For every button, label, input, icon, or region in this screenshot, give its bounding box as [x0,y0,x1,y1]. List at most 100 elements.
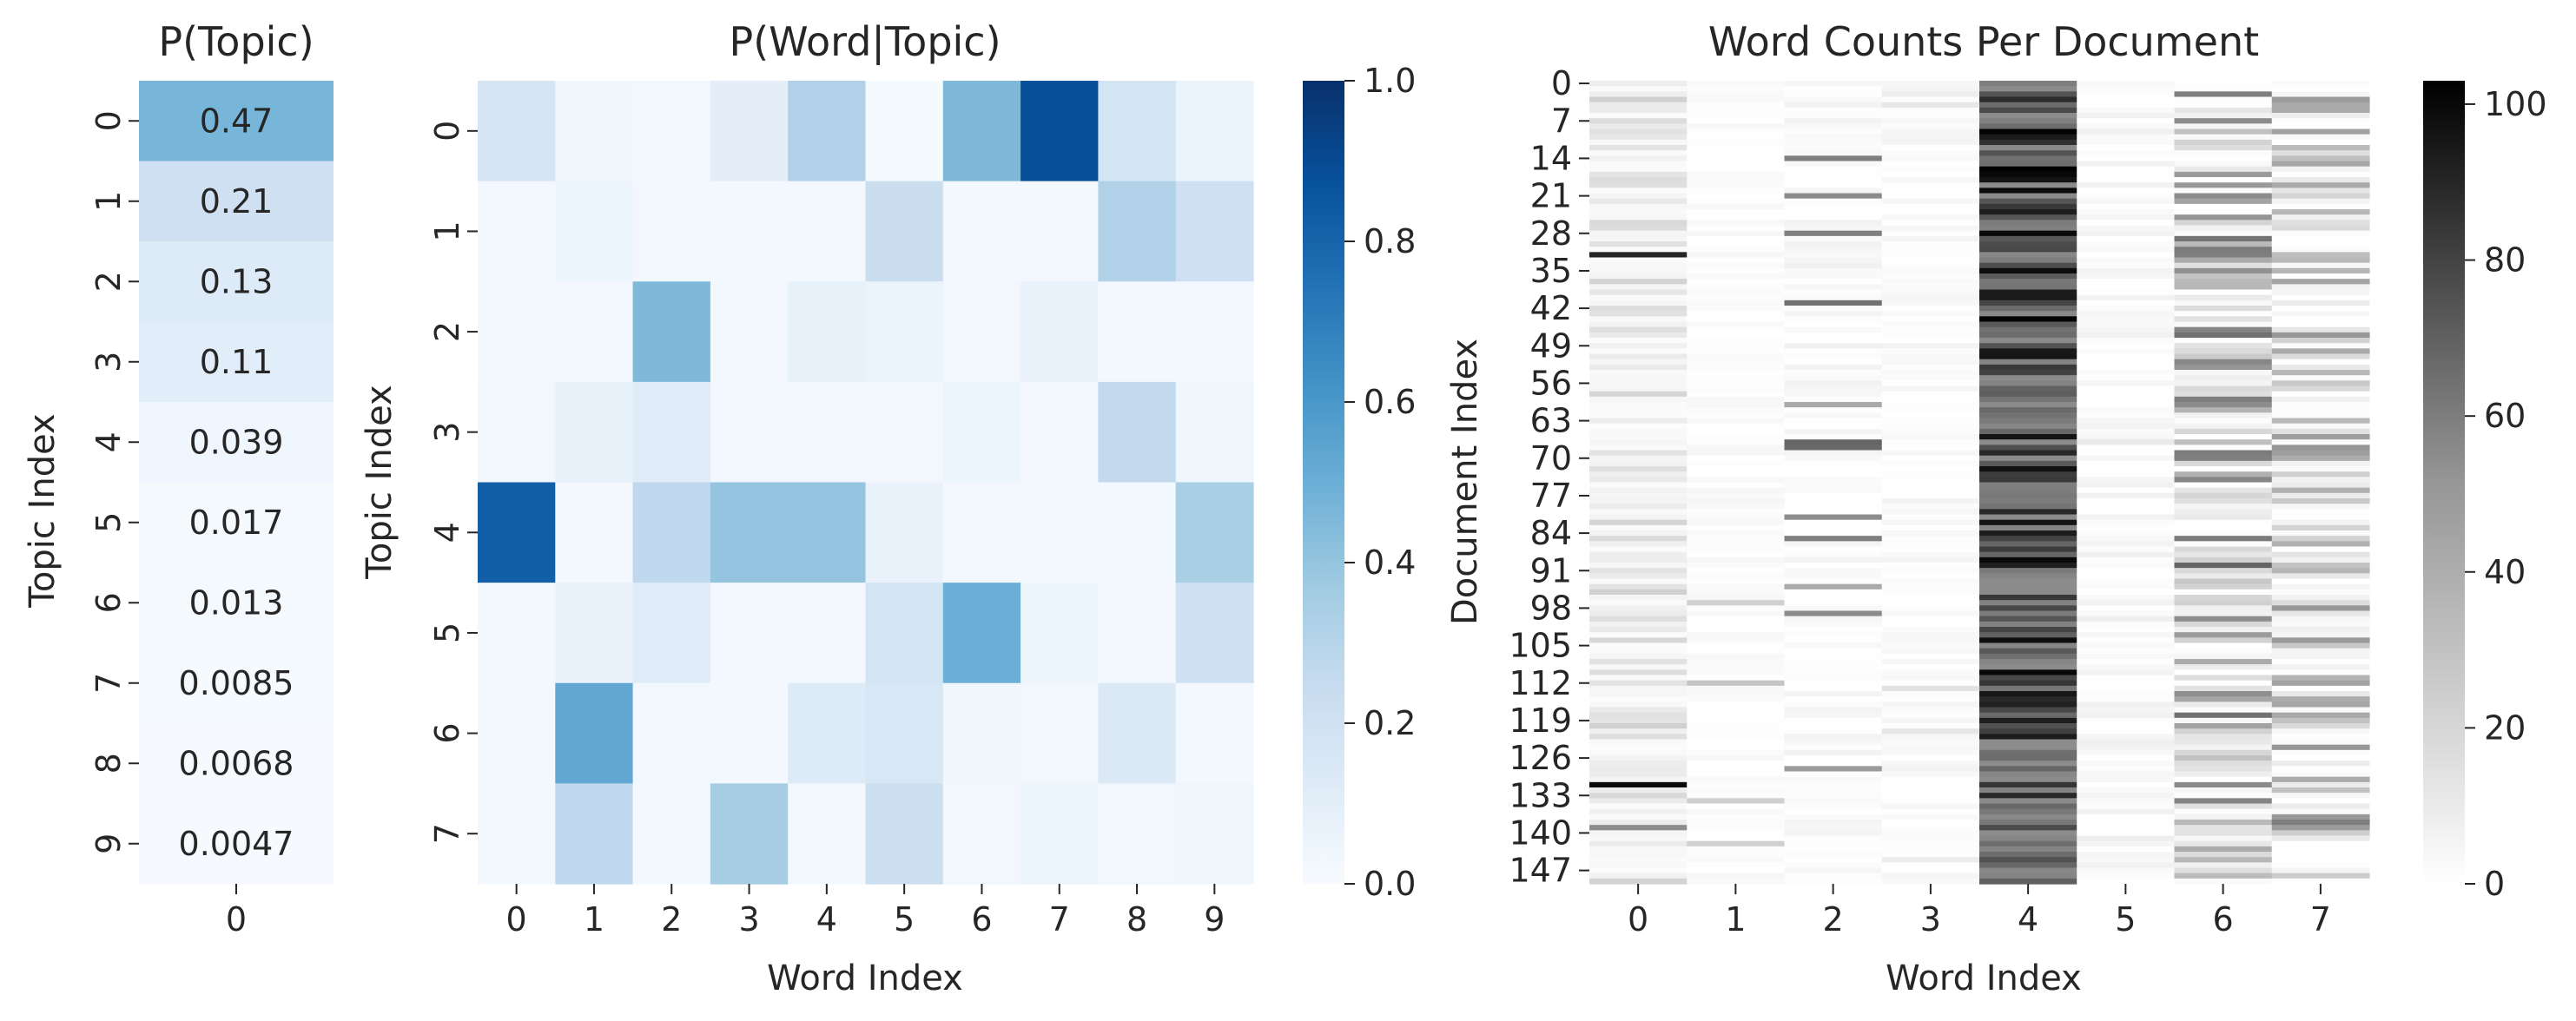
word-count-cell [1979,402,2077,408]
word-count-cell [2174,530,2273,537]
word-count-cell [2077,134,2176,141]
word-count-cell [2174,787,2273,794]
word-count-cell [1589,702,1688,708]
word-count-cell [2174,482,2273,489]
word-count-cell [2271,696,2370,702]
word-count-cell [2271,487,2370,494]
word-count-cell [1687,466,1786,472]
word-count-cell [1784,279,1883,285]
word-topic-cell [788,281,867,383]
word-count-cell [1979,391,2077,398]
word-count-cell [1784,300,1883,306]
word-count-cell [1589,402,1688,408]
word-count-cell [1881,450,1980,457]
word-count-cell [1784,155,1883,162]
word-topic-cell [1175,783,1254,885]
word-count-cell [1881,107,1980,114]
word-count-cell [1589,225,1688,232]
word-count-cell [1589,209,1688,215]
word-count-cell [1784,487,1883,494]
word-count-cell [1589,412,1688,419]
word-topic-x-tick: 8 [1126,900,1147,939]
word-count-cell [1784,364,1883,371]
word-count-cell [1589,680,1688,687]
word-topic-cell [788,181,867,282]
word-count-cell [1881,808,1980,815]
word-count-cell [2174,551,2273,558]
word-count-cell [2271,193,2370,200]
word-count-cell [1687,407,1786,413]
word-count-cell [2077,439,2176,445]
word-count-cell [1979,605,2077,612]
word-count-cell [1881,669,1980,676]
word-count-cell [2077,653,2176,660]
word-count-cell [2077,203,2176,210]
word-count-cell [2271,739,2370,746]
word-count-cell [2077,846,2176,853]
word-count-cell [2174,247,2273,253]
word-count-cell [1589,220,1688,227]
word-count-cell [2174,279,2273,285]
word-count-cell [1784,514,1883,521]
topic-prior-ylabel: Topic Index [23,413,63,608]
word-count-cell [1687,600,1786,606]
word-count-cell [1784,691,1883,697]
word-count-cell [1687,353,1786,360]
word-count-cell [1979,675,2077,682]
word-count-cell [1784,717,1883,724]
word-count-cell [2271,225,2370,232]
word-topic-cell [478,381,556,484]
word-count-cell [2077,680,2176,687]
word-count-cell [1687,691,1786,697]
word-count-cell [2271,466,2370,472]
word-count-cell [1881,423,1980,430]
word-count-cell [1979,214,2077,221]
word-count-cell [2271,380,2370,387]
word-count-cell [1881,418,1980,425]
word-count-cell [2174,873,2273,879]
word-topic-cell [865,583,944,684]
word-count-cell [1784,808,1883,815]
word-count-cell [1687,477,1786,484]
word-count-cell [1784,332,1883,339]
word-count-cell [2077,113,2176,119]
word-count-cell [1979,739,2077,746]
topic-prior-x-ticks: 0 [226,884,247,939]
word-count-cell [1784,675,1883,682]
word-count-cell [2077,498,2176,504]
word-count-cell [1589,385,1688,392]
word-count-cell [2271,102,2370,109]
word-count-cell [1784,225,1883,232]
word-count-cell [1589,551,1688,558]
word-count-cell [2271,428,2370,435]
word-count-cell [2174,188,2273,194]
word-topic-cell [1175,281,1254,383]
word-count-cell [1979,487,2077,494]
word-count-cell [1687,193,1786,200]
word-count-cell [2077,482,2176,489]
word-count-cell [1589,171,1688,178]
topic-prior-cells [139,81,334,885]
word-count-cell [1589,439,1688,445]
word-count-cell [1979,230,2077,237]
word-count-cell [1881,445,1980,451]
word-count-cell [2174,385,2273,392]
word-count-cell [1881,86,1980,92]
word-count-cell [2271,220,2370,227]
word-count-cell [1589,214,1688,221]
word-count-cell [1979,321,2077,328]
word-count-cell [1979,107,2077,114]
word-count-cell [2271,702,2370,708]
word-count-cell [2271,311,2370,317]
word-count-cell [1881,835,1980,842]
word-count-cell [1687,402,1786,408]
word-count-cell [2271,616,2370,622]
word-count-cell [2077,145,2176,151]
topic-prior-y-tick: 1 [89,191,128,212]
word-count-cell [1979,289,2077,296]
word-counts-y-tick: 147 [1509,852,1572,890]
word-count-cell [1979,412,2077,419]
word-count-cell [1784,182,1883,188]
word-count-cell [1589,627,1688,633]
word-count-cell [2077,188,2176,194]
